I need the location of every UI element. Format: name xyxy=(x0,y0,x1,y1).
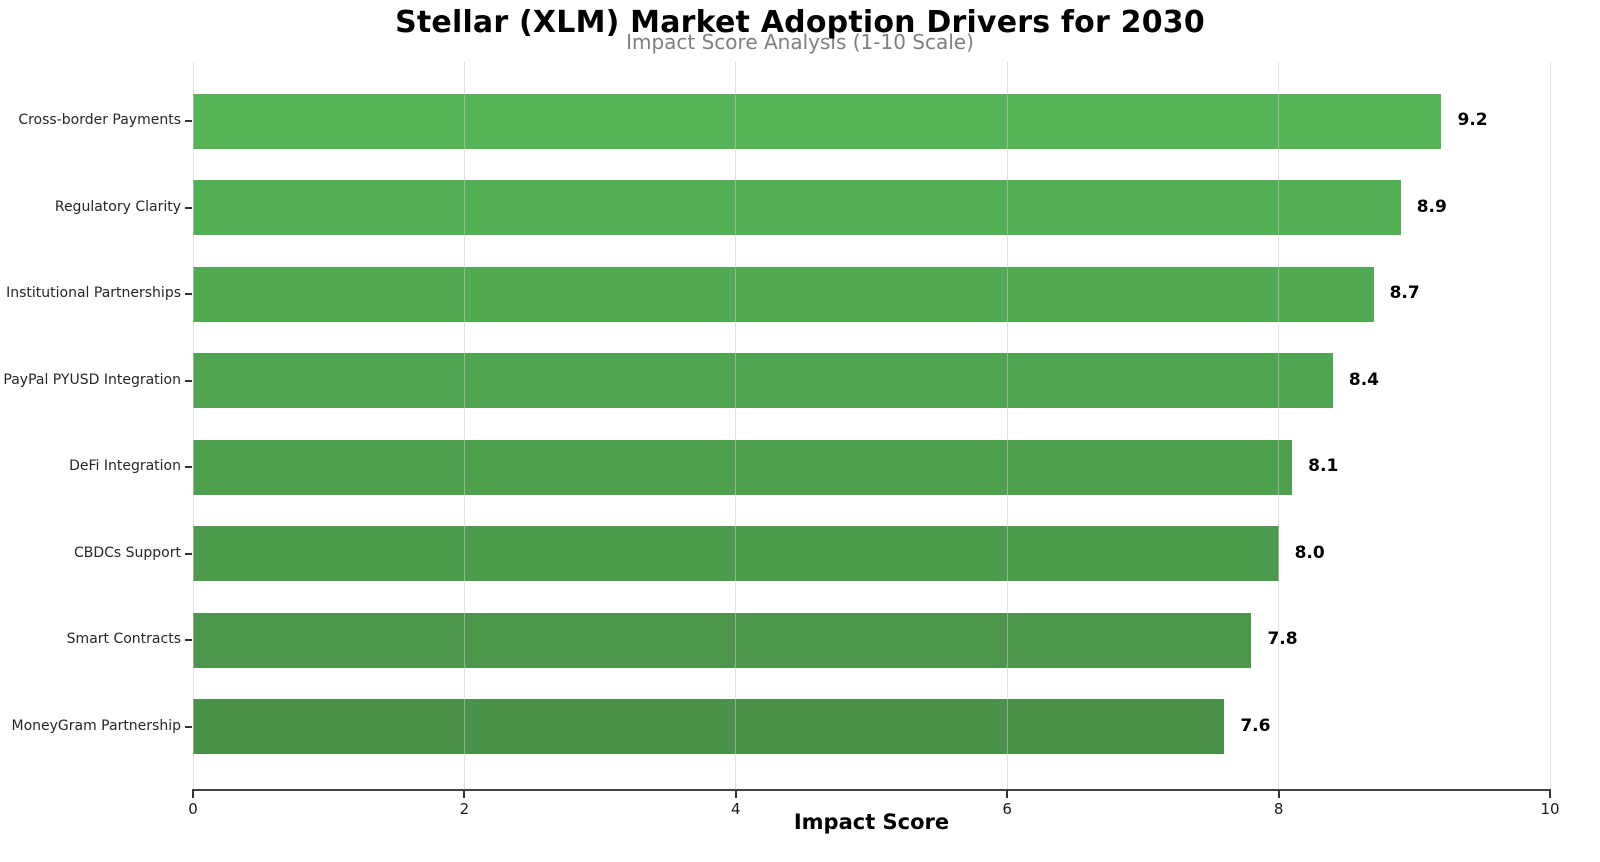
x-tick xyxy=(1006,791,1009,798)
y-tick xyxy=(185,379,192,382)
y-axis-label: DeFi Integration xyxy=(69,458,181,474)
bar xyxy=(193,612,1252,668)
bar xyxy=(193,353,1333,408)
x-tick-label: 2 xyxy=(459,800,470,818)
y-axis-label: CBDCs Support xyxy=(73,544,181,561)
bar xyxy=(193,266,1374,322)
x-tick-label: 6 xyxy=(1002,800,1012,818)
x-tick xyxy=(1549,791,1551,798)
bar-value-label: 8.9 xyxy=(1416,196,1447,217)
y-axis-label: Cross-border Payments xyxy=(18,112,181,128)
x-tick xyxy=(1277,791,1280,798)
bar-value-label: 9.2 xyxy=(1457,110,1488,130)
y-tick xyxy=(185,725,192,728)
gridline xyxy=(192,62,194,790)
x-tick xyxy=(463,791,466,798)
bar-value-label: 7.6 xyxy=(1240,715,1271,736)
x-tick-label: 0 xyxy=(188,800,198,818)
y-axis-label: Institutional Partnerships xyxy=(6,285,181,301)
bar-value-label: 8.4 xyxy=(1348,369,1379,390)
gridline xyxy=(1006,62,1008,790)
x-tick-label: 8 xyxy=(1273,800,1284,818)
y-axis-label: Smart Contracts xyxy=(66,631,181,647)
x-axis-title: Impact Score xyxy=(793,810,950,834)
bar xyxy=(193,699,1225,754)
chart-subtitle: Impact Score Analysis (1-10 Scale) xyxy=(626,30,974,54)
bar xyxy=(193,439,1293,495)
bar xyxy=(193,180,1401,235)
y-tick xyxy=(185,552,192,555)
gridline xyxy=(463,62,465,790)
x-tick xyxy=(734,791,737,798)
x-tick xyxy=(192,791,194,798)
y-tick xyxy=(185,206,192,209)
y-axis-label: MoneyGram Partnership xyxy=(11,717,181,734)
chart-title: Stellar (XLM) Market Adoption Drivers fo… xyxy=(395,5,1205,40)
bar xyxy=(193,526,1279,581)
y-tick xyxy=(185,466,192,468)
bar-value-label: 8.7 xyxy=(1389,283,1420,303)
y-axis-label: PayPal PYUSD Integration xyxy=(3,371,181,388)
y-tick xyxy=(185,639,192,641)
bar-value-label: 8.0 xyxy=(1294,542,1325,563)
plot-area: 9.2 8.9 8.7 8.4 8.1 8.0 7.8 7.6 xyxy=(192,62,1551,790)
y-tick xyxy=(185,293,192,295)
y-axis-label: Regulatory Clarity xyxy=(54,198,181,215)
bar xyxy=(193,93,1442,149)
x-tick-label: 10 xyxy=(1540,800,1560,818)
y-tick xyxy=(185,120,192,122)
x-tick-label: 4 xyxy=(731,800,741,818)
gridline xyxy=(1549,62,1551,790)
bar-value-label: 8.1 xyxy=(1308,456,1339,476)
gridline xyxy=(735,62,737,790)
bar-value-label: 7.8 xyxy=(1267,629,1298,649)
gridline xyxy=(1278,62,1280,790)
x-axis-spine xyxy=(192,789,1551,791)
